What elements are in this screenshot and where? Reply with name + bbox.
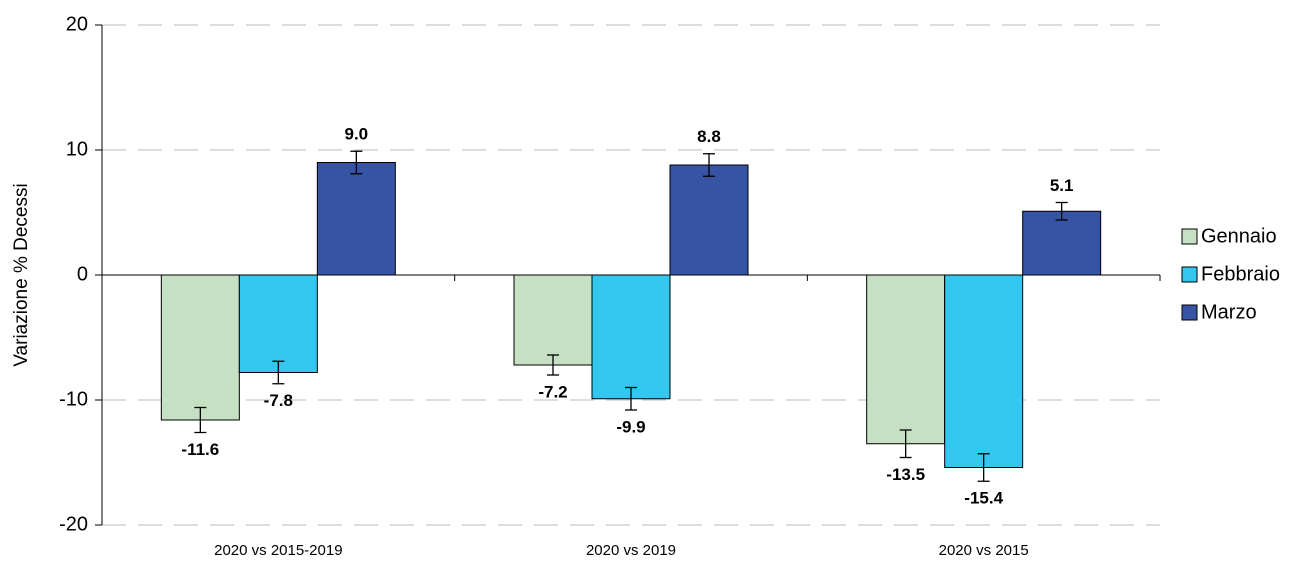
- legend-swatch: [1181, 228, 1198, 245]
- error-bar: [350, 150, 363, 175]
- bar: [591, 274, 671, 400]
- bar: [238, 274, 318, 373]
- value-label: -7.8: [264, 391, 293, 410]
- x-tick-label: 2020 vs 2019: [586, 542, 676, 559]
- value-label: -11.6: [181, 440, 219, 459]
- value-label: -15.4: [964, 489, 1003, 508]
- legend-label: Febbraio: [1201, 263, 1280, 285]
- legend-swatch: [1181, 266, 1198, 283]
- error-bar: [977, 453, 990, 482]
- value-label: -13.5: [886, 465, 925, 484]
- value-label: -9.9: [616, 417, 645, 436]
- legend-label: Marzo: [1201, 301, 1257, 323]
- bar: [513, 274, 593, 366]
- error-bar: [703, 153, 715, 177]
- error-bar: [1055, 201, 1068, 221]
- y-axis-label: Variazione % Decessi: [11, 183, 32, 366]
- error-bar: [272, 360, 285, 385]
- x-tick-label: 2020 vs 2015: [939, 542, 1029, 559]
- value-label: 5.1: [1050, 176, 1074, 195]
- value-label: 9.0: [345, 125, 369, 144]
- error-bar: [194, 406, 207, 434]
- error-bar: [899, 429, 912, 459]
- value-label: 8.8: [697, 127, 721, 146]
- error-bar: [547, 354, 559, 376]
- legend-label: Gennaio: [1201, 225, 1277, 247]
- y-tick-label: 20: [66, 13, 88, 35]
- value-label: -7.2: [538, 382, 567, 401]
- legend-swatch: [1181, 304, 1198, 321]
- y-tick-label: 10: [66, 138, 88, 160]
- bar: [669, 164, 749, 276]
- bar: [316, 162, 396, 276]
- y-tick-label: -10: [59, 388, 88, 410]
- bar: [866, 274, 946, 445]
- bar: [944, 274, 1024, 468]
- bar: [1022, 210, 1102, 276]
- x-tick-label: 2020 vs 2015-2019: [214, 542, 342, 559]
- bar: [160, 274, 240, 421]
- y-tick-label: -20: [59, 513, 88, 535]
- error-bar: [625, 386, 637, 411]
- y-tick-label: 0: [77, 263, 88, 285]
